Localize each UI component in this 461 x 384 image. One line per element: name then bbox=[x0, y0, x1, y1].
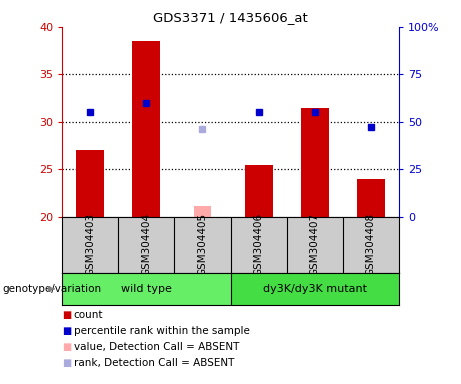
Text: GSM304404: GSM304404 bbox=[142, 213, 151, 276]
Text: GSM304406: GSM304406 bbox=[254, 213, 264, 276]
Text: GSM304408: GSM304408 bbox=[366, 213, 376, 276]
Text: GSM304407: GSM304407 bbox=[310, 213, 319, 276]
Text: GSM304405: GSM304405 bbox=[197, 213, 207, 276]
Text: wild type: wild type bbox=[121, 284, 172, 294]
Text: dy3K/dy3K mutant: dy3K/dy3K mutant bbox=[263, 284, 366, 294]
Text: ■: ■ bbox=[62, 326, 71, 336]
Bar bbox=[76, 151, 104, 217]
Bar bbox=[357, 179, 385, 217]
Text: value, Detection Call = ABSENT: value, Detection Call = ABSENT bbox=[74, 342, 239, 352]
Bar bbox=[244, 165, 272, 217]
Bar bbox=[132, 41, 160, 217]
Bar bbox=[230, 273, 399, 305]
Text: ■: ■ bbox=[62, 310, 71, 320]
Text: GSM304403: GSM304403 bbox=[85, 213, 95, 276]
Text: GDS3371 / 1435606_at: GDS3371 / 1435606_at bbox=[153, 11, 308, 24]
Text: rank, Detection Call = ABSENT: rank, Detection Call = ABSENT bbox=[74, 358, 234, 368]
Bar bbox=[301, 108, 329, 217]
Text: ■: ■ bbox=[62, 342, 71, 352]
Text: percentile rank within the sample: percentile rank within the sample bbox=[74, 326, 250, 336]
Text: ■: ■ bbox=[62, 358, 71, 368]
Bar bbox=[62, 273, 230, 305]
Text: genotype/variation: genotype/variation bbox=[2, 284, 101, 294]
Text: count: count bbox=[74, 310, 103, 320]
Bar bbox=[194, 205, 211, 217]
